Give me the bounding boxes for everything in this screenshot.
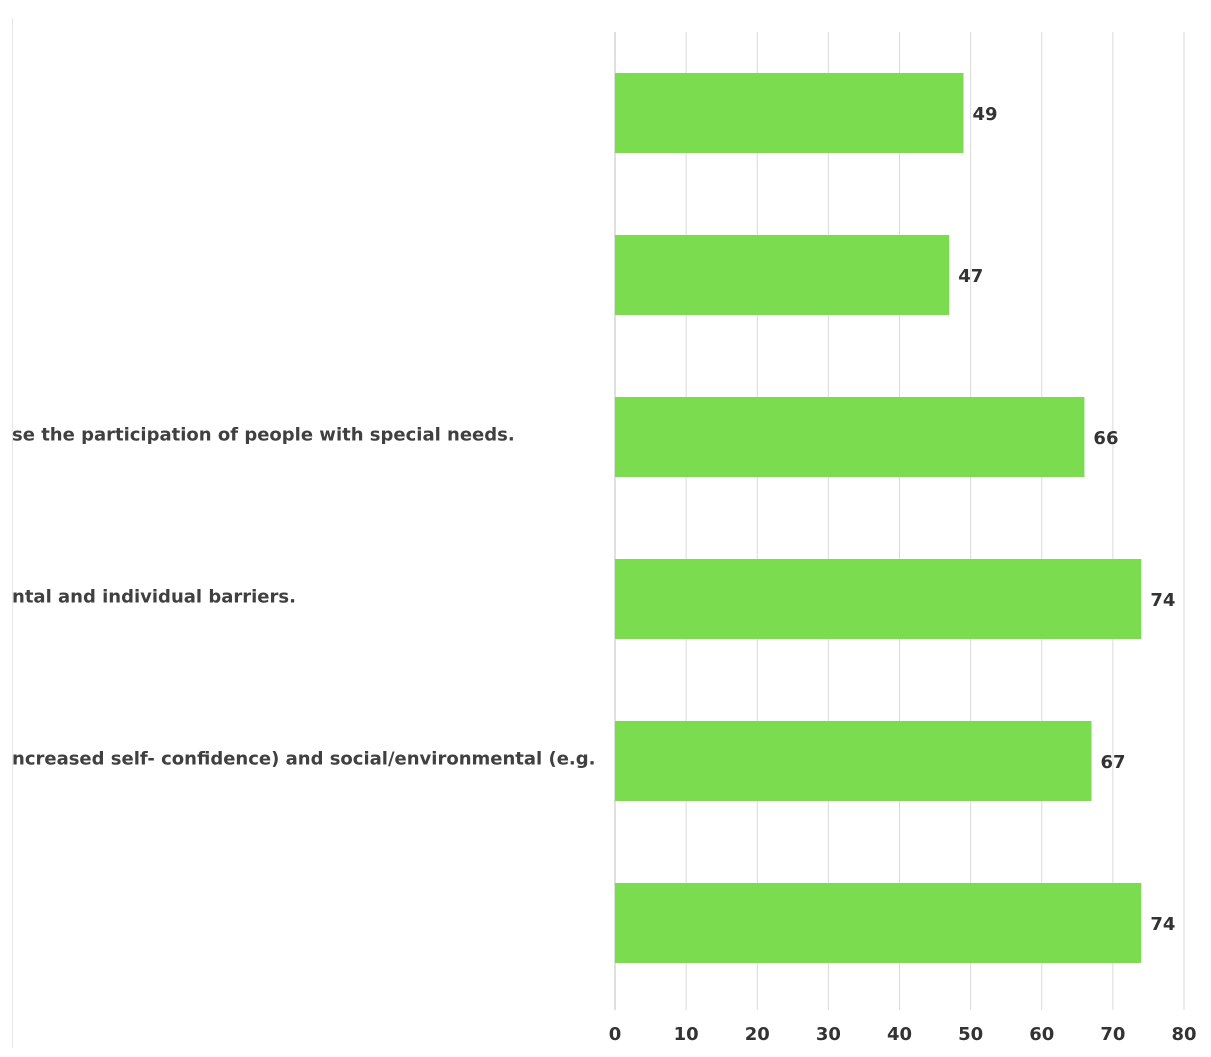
data-label: 67 [1101,752,1126,773]
left-edge-rule [12,18,13,1048]
category-label: ntal and individual barriers. [12,586,296,608]
x-tick-label: 0 [609,1024,622,1045]
bar [615,73,964,153]
data-label: 74 [1150,914,1175,935]
x-tick-label: 80 [1171,1024,1196,1045]
data-label: 47 [958,266,983,287]
bar [615,235,950,315]
category-label: se the participation of people with spec… [12,424,515,446]
x-tick-label: 50 [958,1024,983,1045]
x-tick-label: 60 [1029,1024,1054,1045]
x-tick-label: 20 [745,1024,770,1045]
category-label: ncreased self- confidence) and social/en… [12,748,596,770]
x-tick-label: 70 [1100,1024,1125,1045]
bar [615,721,1092,801]
bar [615,883,1142,963]
x-tick-label: 30 [816,1024,841,1045]
data-label: 49 [973,104,998,125]
data-label: 74 [1150,590,1175,611]
data-label: 66 [1093,428,1118,449]
x-tick-label: 40 [887,1024,912,1045]
x-tick-label: 10 [674,1024,699,1045]
bar [615,397,1085,477]
bar [615,559,1142,639]
